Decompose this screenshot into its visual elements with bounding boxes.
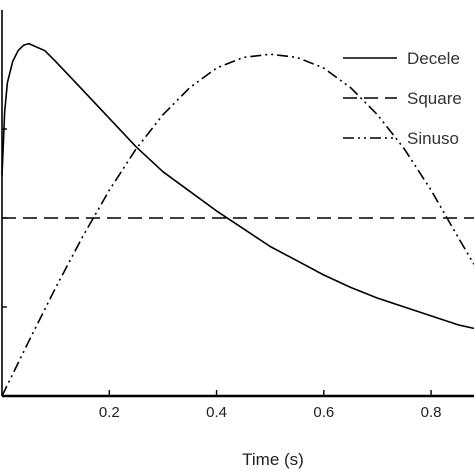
x-ticks: 0.2 0.4 0.6 0.8 — [99, 390, 442, 421]
legend-label-2: Square — [407, 89, 462, 108]
axes — [1, 10, 474, 398]
series-line-3 — [1, 53, 474, 397]
x-tick-label: 0.6 — [313, 404, 334, 421]
x-tick-label: 0.2 — [99, 404, 120, 421]
x-tick-label: 0.8 — [421, 404, 442, 421]
series-line-1 — [1, 42, 474, 330]
legend: Decele Square Sinuso — [343, 49, 462, 148]
legend-label-3: Sinuso — [407, 129, 459, 148]
y-ticks — [2, 128, 7, 308]
legend-label-1: Decele — [407, 49, 460, 68]
x-axis-title: Time (s) — [242, 450, 304, 469]
plot-lines — [1, 42, 474, 397]
x-tick-label: 0.4 — [206, 404, 227, 421]
